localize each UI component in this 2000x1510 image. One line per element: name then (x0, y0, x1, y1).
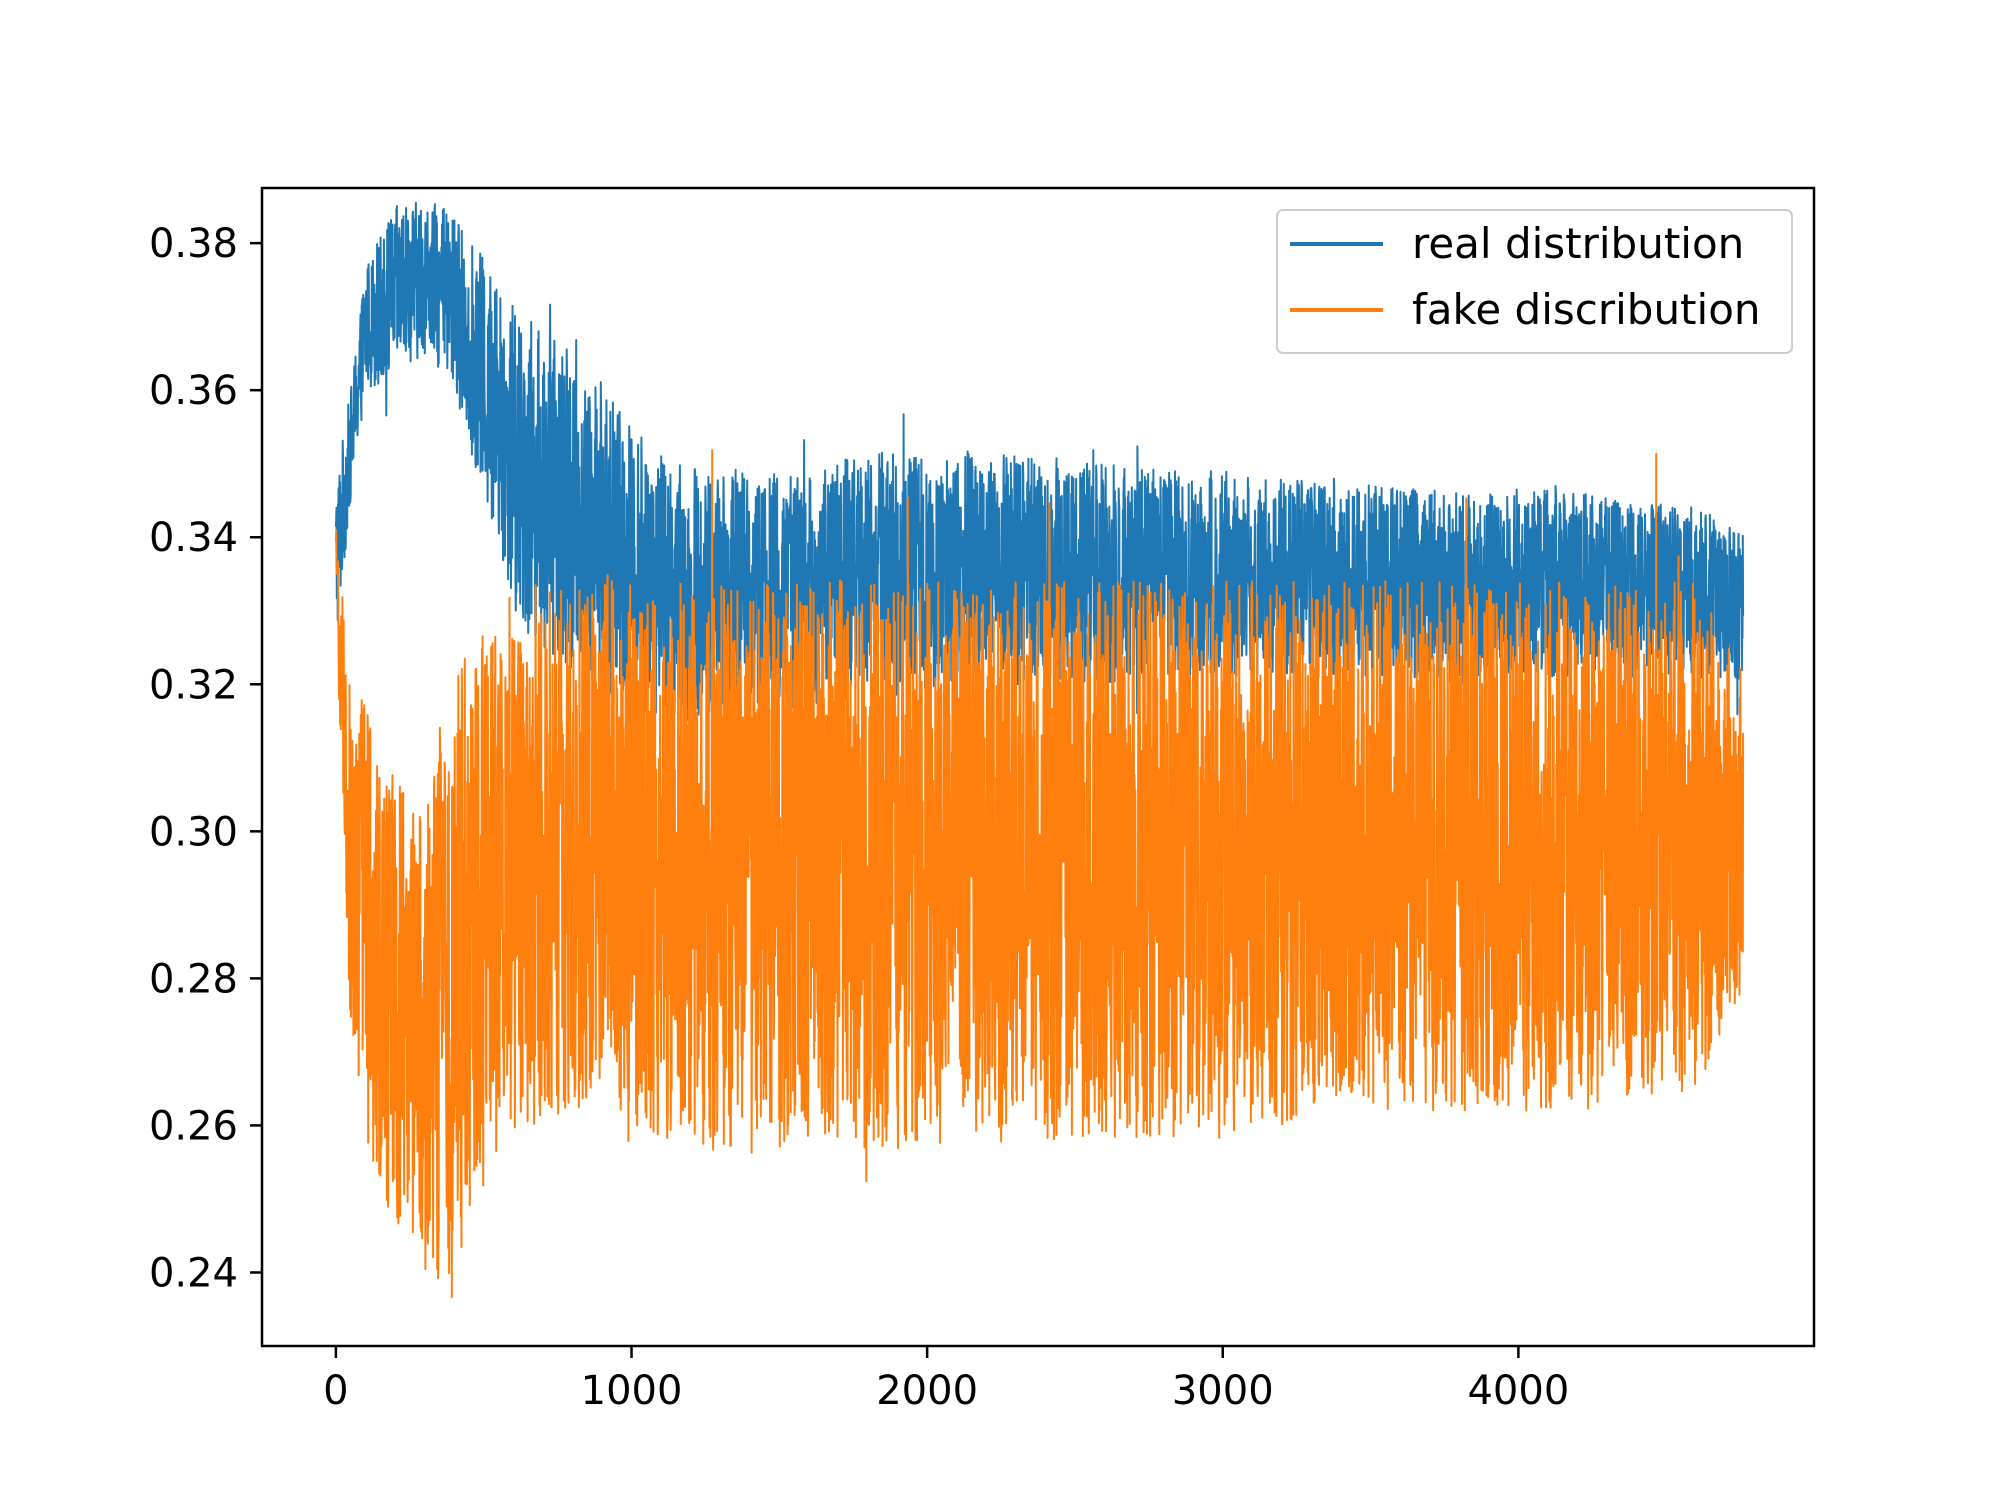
x-axis: 0 1000 2000 3000 4000 (323, 1346, 1569, 1414)
x-tick-label: 4000 (1467, 1368, 1569, 1414)
series-line-fake-discribution (334, 449, 1745, 1299)
y-tick-label: 0.26 (149, 1103, 238, 1149)
legend-box (1276, 209, 1793, 354)
y-axis: 0.24 0.26 0.28 0.30 0.32 0.34 0.36 0.38 (149, 221, 262, 1296)
y-tick-label: 0.28 (149, 956, 238, 1002)
y-tick-label: 0.38 (149, 221, 238, 267)
y-tick-label: 0.24 (149, 1250, 238, 1296)
y-tick-label: 0.32 (149, 662, 238, 708)
y-tick-label: 0.30 (149, 809, 238, 855)
x-tick-label: 2000 (876, 1368, 978, 1414)
legend-label-real-distribution: real distribution (1412, 219, 1744, 268)
y-tick-label: 0.36 (149, 368, 238, 414)
x-tick-label: 0 (323, 1368, 348, 1414)
series-layer (334, 201, 1745, 1299)
series-line-real-distribution (334, 201, 1745, 724)
legend: real distribution fake discribution (1276, 209, 1793, 354)
x-tick-label: 1000 (581, 1368, 683, 1414)
legend-label-fake-discribution: fake discribution (1412, 285, 1761, 334)
y-tick-label: 0.34 (149, 515, 238, 561)
plot-frame (260, 186, 1816, 1348)
x-tick-label: 3000 (1172, 1368, 1274, 1414)
